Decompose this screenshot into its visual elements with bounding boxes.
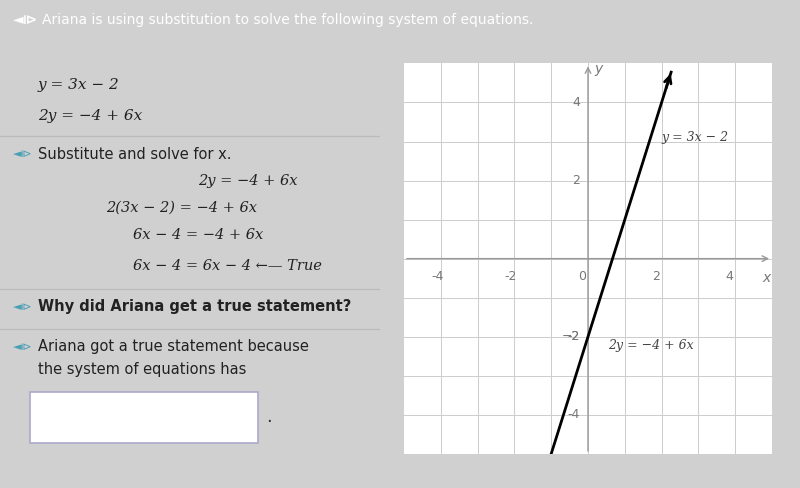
Text: -4: -4	[567, 408, 580, 421]
Text: ?: ?	[44, 410, 52, 425]
Text: 4: 4	[572, 96, 580, 109]
Text: 2: 2	[652, 269, 660, 283]
Text: 2y = −4 + 6x: 2y = −4 + 6x	[198, 174, 297, 188]
Text: y = 3x − 2: y = 3x − 2	[38, 78, 120, 92]
Text: y = 3x − 2: y = 3x − 2	[662, 131, 729, 144]
Text: Substitute and solve for x.: Substitute and solve for x.	[38, 147, 231, 162]
Text: -2: -2	[505, 269, 517, 283]
Text: Ariana got a true statement because: Ariana got a true statement because	[38, 339, 309, 354]
Text: 6x − 4 = −4 + 6x: 6x − 4 = −4 + 6x	[133, 228, 263, 242]
Text: 0: 0	[578, 269, 586, 283]
Text: .: .	[266, 408, 272, 427]
Text: ▲: ▲	[234, 412, 242, 423]
FancyBboxPatch shape	[30, 392, 258, 443]
Text: y: y	[594, 62, 603, 76]
Text: 6x − 4 = 6x − 4 ←— True: 6x − 4 = 6x − 4 ←— True	[133, 259, 322, 273]
Text: ◄⧐: ◄⧐	[14, 149, 33, 159]
Text: 2(3x − 2) = −4 + 6x: 2(3x − 2) = −4 + 6x	[106, 201, 258, 215]
Text: -2: -2	[567, 330, 580, 343]
Text: 2y = −4 + 6x: 2y = −4 + 6x	[608, 339, 694, 352]
Text: −2: −2	[562, 330, 580, 343]
Text: ◄⧐: ◄⧐	[14, 302, 33, 311]
Text: 2: 2	[572, 174, 580, 187]
Text: 2y = −4 + 6x: 2y = −4 + 6x	[38, 109, 142, 123]
Text: x: x	[762, 271, 770, 285]
Text: -4: -4	[431, 269, 443, 283]
Text: 4: 4	[726, 269, 734, 283]
Text: the system of equations has: the system of equations has	[38, 362, 246, 377]
Text: Ariana is using substitution to solve the following system of equations.: Ariana is using substitution to solve th…	[42, 13, 533, 27]
Text: ◄⧐: ◄⧐	[13, 13, 38, 27]
Text: ◄⧐: ◄⧐	[14, 342, 33, 352]
Text: Why did Ariana get a true statement?: Why did Ariana get a true statement?	[38, 299, 351, 314]
